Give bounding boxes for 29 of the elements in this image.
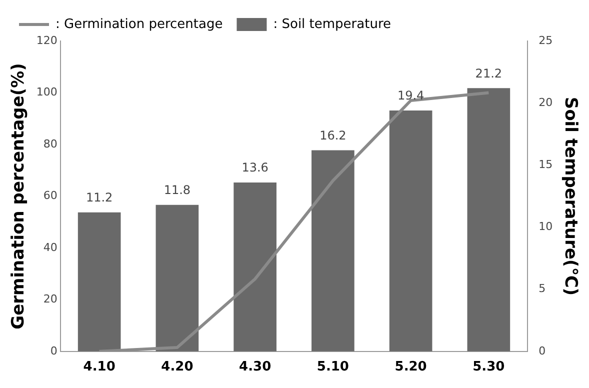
y2-tick-label: 5 (538, 282, 546, 296)
y-tick-label: 120 (36, 34, 58, 47)
x-tick-label: 5.10 (316, 360, 349, 375)
y-tick-label: 0 (50, 344, 58, 358)
y2-tick-label: 25 (538, 34, 553, 47)
data-label: 16.2 (320, 128, 346, 142)
legend-label: : Germination percentage (56, 16, 223, 32)
y2-tick-label: 15 (538, 158, 553, 172)
y-axis-title: Germination percentage(%) (8, 63, 29, 330)
y-tick-label: 40 (43, 240, 58, 254)
x-tick-label: 5.20 (394, 360, 427, 375)
x-tick-label: 4.30 (239, 360, 272, 375)
y-tick-label: 60 (43, 189, 58, 202)
y2-tick-label: 0 (538, 344, 546, 358)
y2-tick-label: 10 (538, 220, 553, 234)
legend-label: : Soil temperature (273, 16, 392, 32)
data-label: 11.8 (164, 183, 191, 198)
data-label: 13.6 (242, 160, 268, 175)
y-tick-label: 80 (43, 137, 58, 150)
data-label: 19.4 (397, 88, 424, 103)
x-tick-label: 4.10 (83, 360, 116, 375)
y2-tick-label: 20 (538, 96, 553, 109)
y-tick-label: 100 (36, 86, 58, 99)
data-label: 11.2 (86, 190, 113, 204)
y2-axis-title: Soil temperature(℃) (560, 96, 580, 296)
x-tick-label: 5.30 (472, 360, 505, 375)
x-tick-label: 4.20 (161, 360, 194, 375)
y-tick-label: 20 (43, 292, 58, 306)
data-label: 21.2 (475, 66, 502, 80)
